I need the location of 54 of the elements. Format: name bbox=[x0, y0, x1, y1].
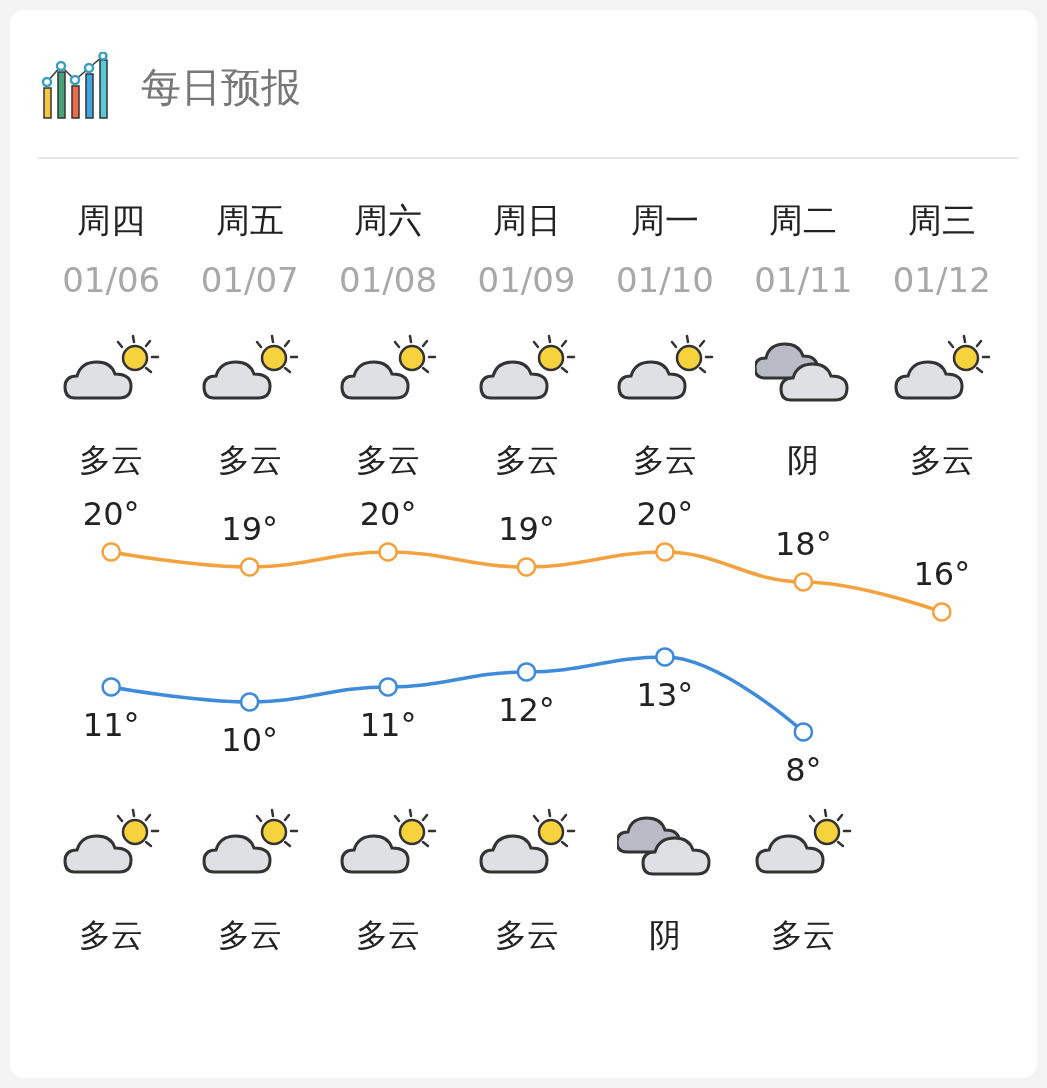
text: 01/06 bbox=[62, 260, 161, 300]
text: 多云 bbox=[909, 441, 974, 479]
x-tick-label: 周日 bbox=[492, 200, 561, 240]
point bbox=[793, 722, 814, 742]
data-label: 8° bbox=[785, 750, 822, 789]
point bbox=[378, 542, 398, 562]
data-label: 19° bbox=[498, 510, 555, 549]
text: 多云 bbox=[494, 916, 559, 954]
data-label: 19° bbox=[221, 510, 278, 549]
text: 多云 bbox=[494, 441, 559, 479]
data-label: 11° bbox=[359, 705, 417, 744]
text: 多云 bbox=[79, 441, 144, 479]
x-tick-label: 周四 bbox=[77, 200, 146, 240]
text: 阴 bbox=[787, 441, 820, 479]
x-tick-label: 周一 bbox=[630, 200, 699, 240]
data-label: 12° bbox=[498, 690, 555, 729]
x-tick-label: 周二 bbox=[769, 200, 838, 240]
point bbox=[239, 557, 260, 577]
data-label: 20° bbox=[82, 495, 140, 534]
text: 多云 bbox=[632, 441, 697, 479]
point bbox=[378, 677, 398, 697]
text: 多云 bbox=[217, 916, 282, 954]
text: 01/07 bbox=[200, 260, 299, 300]
text: 01/08 bbox=[339, 260, 438, 300]
text: 01/09 bbox=[477, 260, 576, 300]
data-label: 13° bbox=[636, 675, 694, 714]
data-label: 20° bbox=[636, 495, 694, 534]
point bbox=[793, 572, 814, 592]
point bbox=[516, 557, 537, 577]
point bbox=[655, 542, 675, 562]
text: 01/10 bbox=[615, 260, 714, 300]
data-label: 10° bbox=[221, 720, 278, 759]
x-tick-label: 周五 bbox=[215, 200, 284, 240]
data-label: 16° bbox=[913, 555, 971, 594]
data-label: 18° bbox=[775, 525, 832, 564]
text: 01/11 bbox=[754, 260, 853, 300]
text: 01/12 bbox=[892, 260, 991, 300]
text: 多云 bbox=[771, 916, 836, 954]
text: 多云 bbox=[356, 441, 421, 479]
x-tick-label: 周三 bbox=[907, 200, 976, 240]
x-tick-label: 周六 bbox=[354, 200, 423, 240]
point bbox=[101, 677, 121, 697]
text: 多云 bbox=[217, 441, 282, 479]
point bbox=[101, 542, 121, 562]
text: 多云 bbox=[356, 916, 421, 954]
data-label: 20° bbox=[359, 495, 417, 534]
text: 阴 bbox=[648, 916, 681, 954]
text: 多云 bbox=[79, 916, 144, 954]
point bbox=[655, 647, 675, 667]
point bbox=[239, 692, 260, 712]
point bbox=[932, 602, 952, 622]
point bbox=[516, 662, 537, 682]
data-label: 11° bbox=[82, 705, 140, 744]
chart-title: 每日预报 bbox=[141, 64, 301, 110]
